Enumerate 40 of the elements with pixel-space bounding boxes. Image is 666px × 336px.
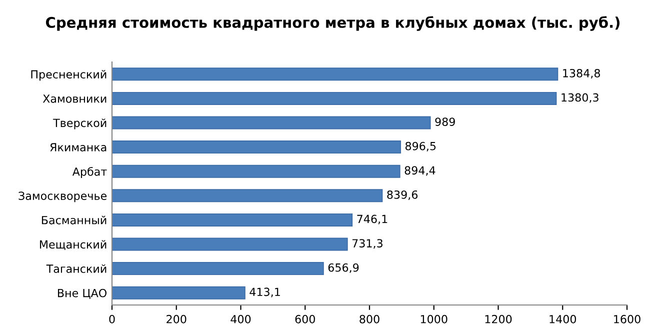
x-tick-label: 1400 (550, 314, 576, 324)
bar (112, 213, 353, 226)
bar (112, 164, 400, 178)
x-tick-label: 400 (230, 314, 251, 324)
y-tick-label: Тверской (53, 118, 106, 130)
bar (112, 68, 558, 81)
data-label: 1380,3 (562, 93, 598, 103)
data-label: 731,3 (352, 239, 382, 249)
bar (112, 262, 324, 276)
y-tick-label: Мещанский (40, 240, 106, 250)
x-tick-label: 600 (295, 314, 315, 324)
x-tick-label: 1200 (485, 314, 512, 324)
x-tick-label: 800 (360, 314, 380, 324)
x-tick-label: 0 (109, 314, 115, 324)
x-tick-label: 200 (166, 314, 186, 324)
chart-title: Средняя стоимость квадратного метра в клубных домах (тыс. руб.) (46, 16, 620, 31)
data-label: 746,1 (357, 214, 388, 224)
data-label: 989 (435, 118, 455, 126)
data-label: 656,9 (328, 263, 359, 273)
y-tick-label: Пресненский (31, 70, 106, 81)
y-tick-label: Якиманка (50, 143, 106, 152)
bar (112, 92, 557, 105)
data-label: 413,1 (250, 288, 280, 298)
y-tick-label: Арбат (72, 167, 107, 178)
x-tick-label: 1600 (614, 314, 640, 324)
data-label: 894,4 (404, 166, 436, 176)
y-tick-label: Таганский (46, 264, 106, 273)
y-tick-label: Басманный (42, 216, 106, 224)
data-label: 839,6 (387, 190, 418, 200)
bar (112, 116, 431, 130)
data-label: 896,5 (405, 142, 436, 152)
y-tick-label: Замоскворечье (18, 192, 107, 202)
x-tick-label: 1000 (420, 314, 448, 324)
bar (112, 238, 348, 251)
bar (112, 189, 383, 202)
bar (112, 140, 401, 154)
y-tick-label: Хамовники (42, 94, 106, 103)
bar (112, 286, 246, 300)
y-tick-label: Вне ЦАО (58, 288, 107, 299)
data-label: 1384,8 (563, 68, 600, 79)
